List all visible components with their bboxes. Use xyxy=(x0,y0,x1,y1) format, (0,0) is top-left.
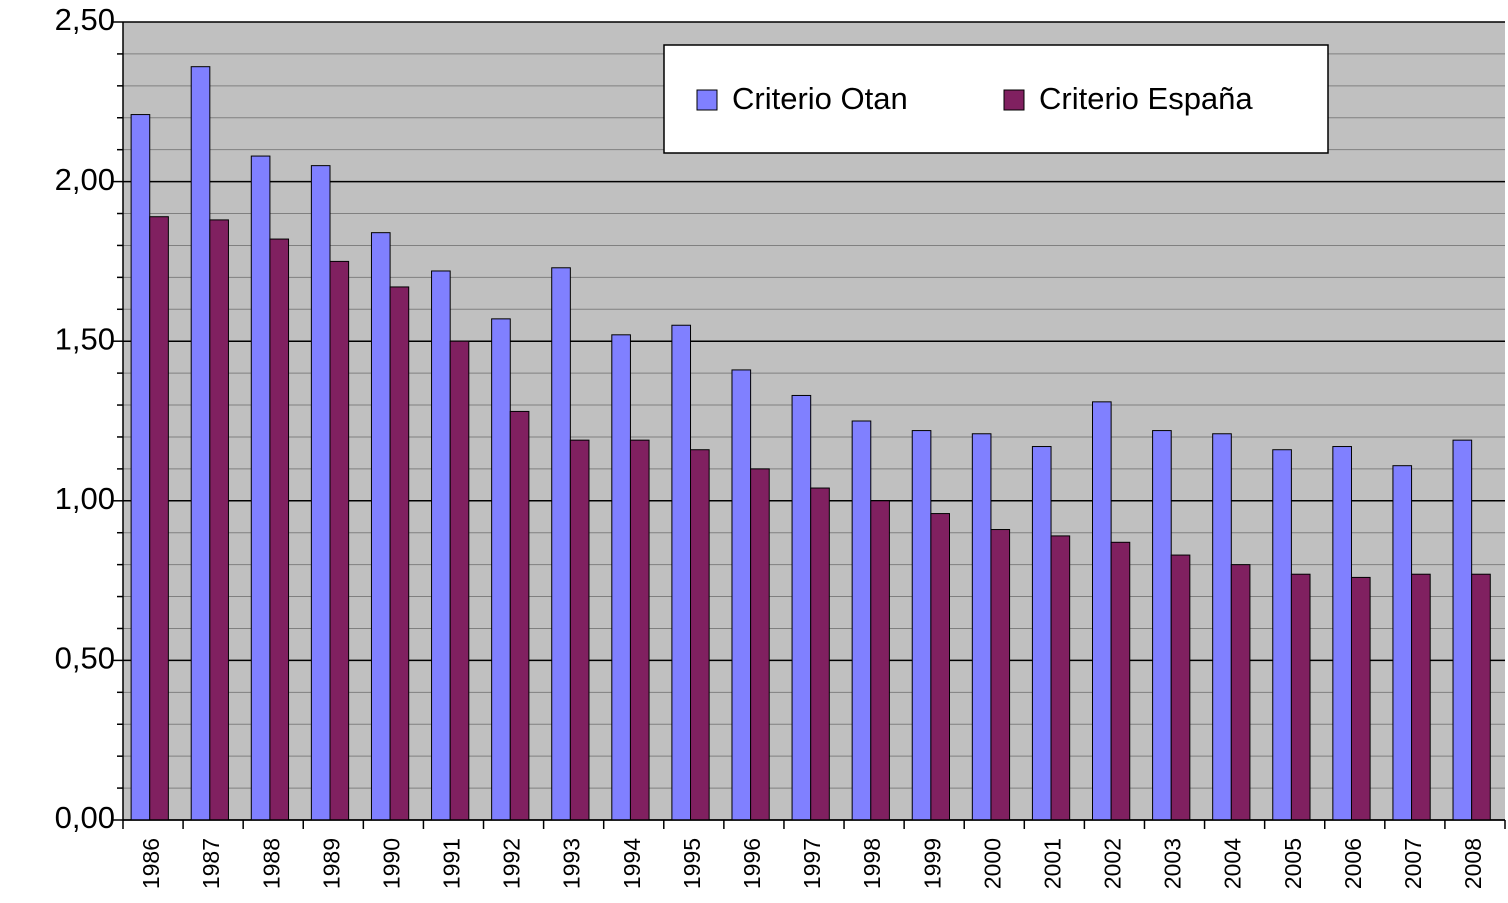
bar xyxy=(731,369,752,821)
bar xyxy=(509,410,530,821)
y-tick-label: 0,00 xyxy=(55,800,115,835)
bar xyxy=(791,394,812,821)
bar xyxy=(629,439,650,821)
x-tick-label: 1990 xyxy=(378,838,404,889)
x-tick-label: 1999 xyxy=(919,838,945,889)
bar xyxy=(611,334,631,821)
x-tick-label: 1987 xyxy=(198,838,224,889)
bar xyxy=(449,340,470,821)
bar xyxy=(329,260,350,821)
y-tick-label: 2,50 xyxy=(55,2,115,37)
bar xyxy=(569,439,590,821)
x-tick-label: 1997 xyxy=(799,838,825,889)
bar xyxy=(930,513,950,821)
x-tick-label: 2000 xyxy=(979,838,1005,889)
x-tick-label: 2007 xyxy=(1400,838,1426,889)
bar xyxy=(250,155,271,821)
bar xyxy=(551,267,571,821)
bar xyxy=(750,468,770,821)
bar xyxy=(1110,541,1131,821)
bar xyxy=(370,232,391,821)
x-tick-label: 1988 xyxy=(258,838,284,889)
bar xyxy=(870,500,890,821)
bar xyxy=(130,114,151,821)
bar xyxy=(1170,554,1191,821)
bar xyxy=(491,318,511,821)
x-tick-label: 1986 xyxy=(138,838,164,889)
bar xyxy=(1290,573,1311,821)
x-tick-label: 2004 xyxy=(1220,838,1246,889)
y-tick-label: 2,00 xyxy=(55,162,115,197)
bar xyxy=(990,529,1011,821)
x-tick-label: 1998 xyxy=(859,838,885,889)
bar xyxy=(1471,573,1491,821)
legend-swatch xyxy=(696,89,718,111)
x-tick-label: 2003 xyxy=(1160,838,1186,889)
y-tick-label: 1,00 xyxy=(55,481,115,516)
bar xyxy=(1152,430,1172,821)
x-tick-label: 2001 xyxy=(1039,838,1065,889)
x-tick-label: 1992 xyxy=(499,838,525,889)
bar xyxy=(1092,401,1112,821)
x-tick-label: 2008 xyxy=(1460,838,1486,889)
y-tick-label: 0,50 xyxy=(55,641,115,676)
legend-swatch xyxy=(1003,89,1025,111)
legend: Criterio Otan Criterio España xyxy=(663,44,1329,154)
x-tick-label: 1989 xyxy=(318,838,344,889)
x-tick-label: 1995 xyxy=(679,838,705,889)
bar xyxy=(149,216,169,821)
bar xyxy=(209,219,229,821)
bar xyxy=(431,270,451,821)
bar xyxy=(1411,573,1431,821)
legend-box xyxy=(663,44,1329,154)
bar xyxy=(810,487,830,821)
x-tick-label: 1991 xyxy=(439,838,465,889)
bar xyxy=(690,449,710,821)
bar xyxy=(1350,576,1371,821)
legend-label: Criterio Otan xyxy=(732,81,908,116)
bar xyxy=(389,286,410,821)
bar xyxy=(671,324,692,821)
y-tick-label: 1,50 xyxy=(55,321,115,356)
bar xyxy=(1332,446,1352,821)
bar xyxy=(1031,446,1052,821)
bar xyxy=(911,430,932,821)
bar xyxy=(1212,433,1232,821)
bar xyxy=(1050,535,1071,821)
bar xyxy=(971,433,992,821)
x-tick-label: 2002 xyxy=(1100,838,1126,889)
x-tick-label: 2005 xyxy=(1280,838,1306,889)
x-tick-label: 2006 xyxy=(1340,838,1366,889)
x-tick-label: 1993 xyxy=(559,838,585,889)
bar xyxy=(1230,564,1251,821)
bar xyxy=(269,238,290,821)
legend-label: Criterio España xyxy=(1039,81,1253,116)
bar xyxy=(1452,439,1473,821)
x-tick-label: 1996 xyxy=(739,838,765,889)
bar xyxy=(190,66,211,821)
x-tick-label: 1994 xyxy=(619,838,645,889)
bar xyxy=(1272,449,1292,821)
bar xyxy=(310,165,331,821)
bar xyxy=(1392,465,1413,821)
bar xyxy=(851,420,872,821)
